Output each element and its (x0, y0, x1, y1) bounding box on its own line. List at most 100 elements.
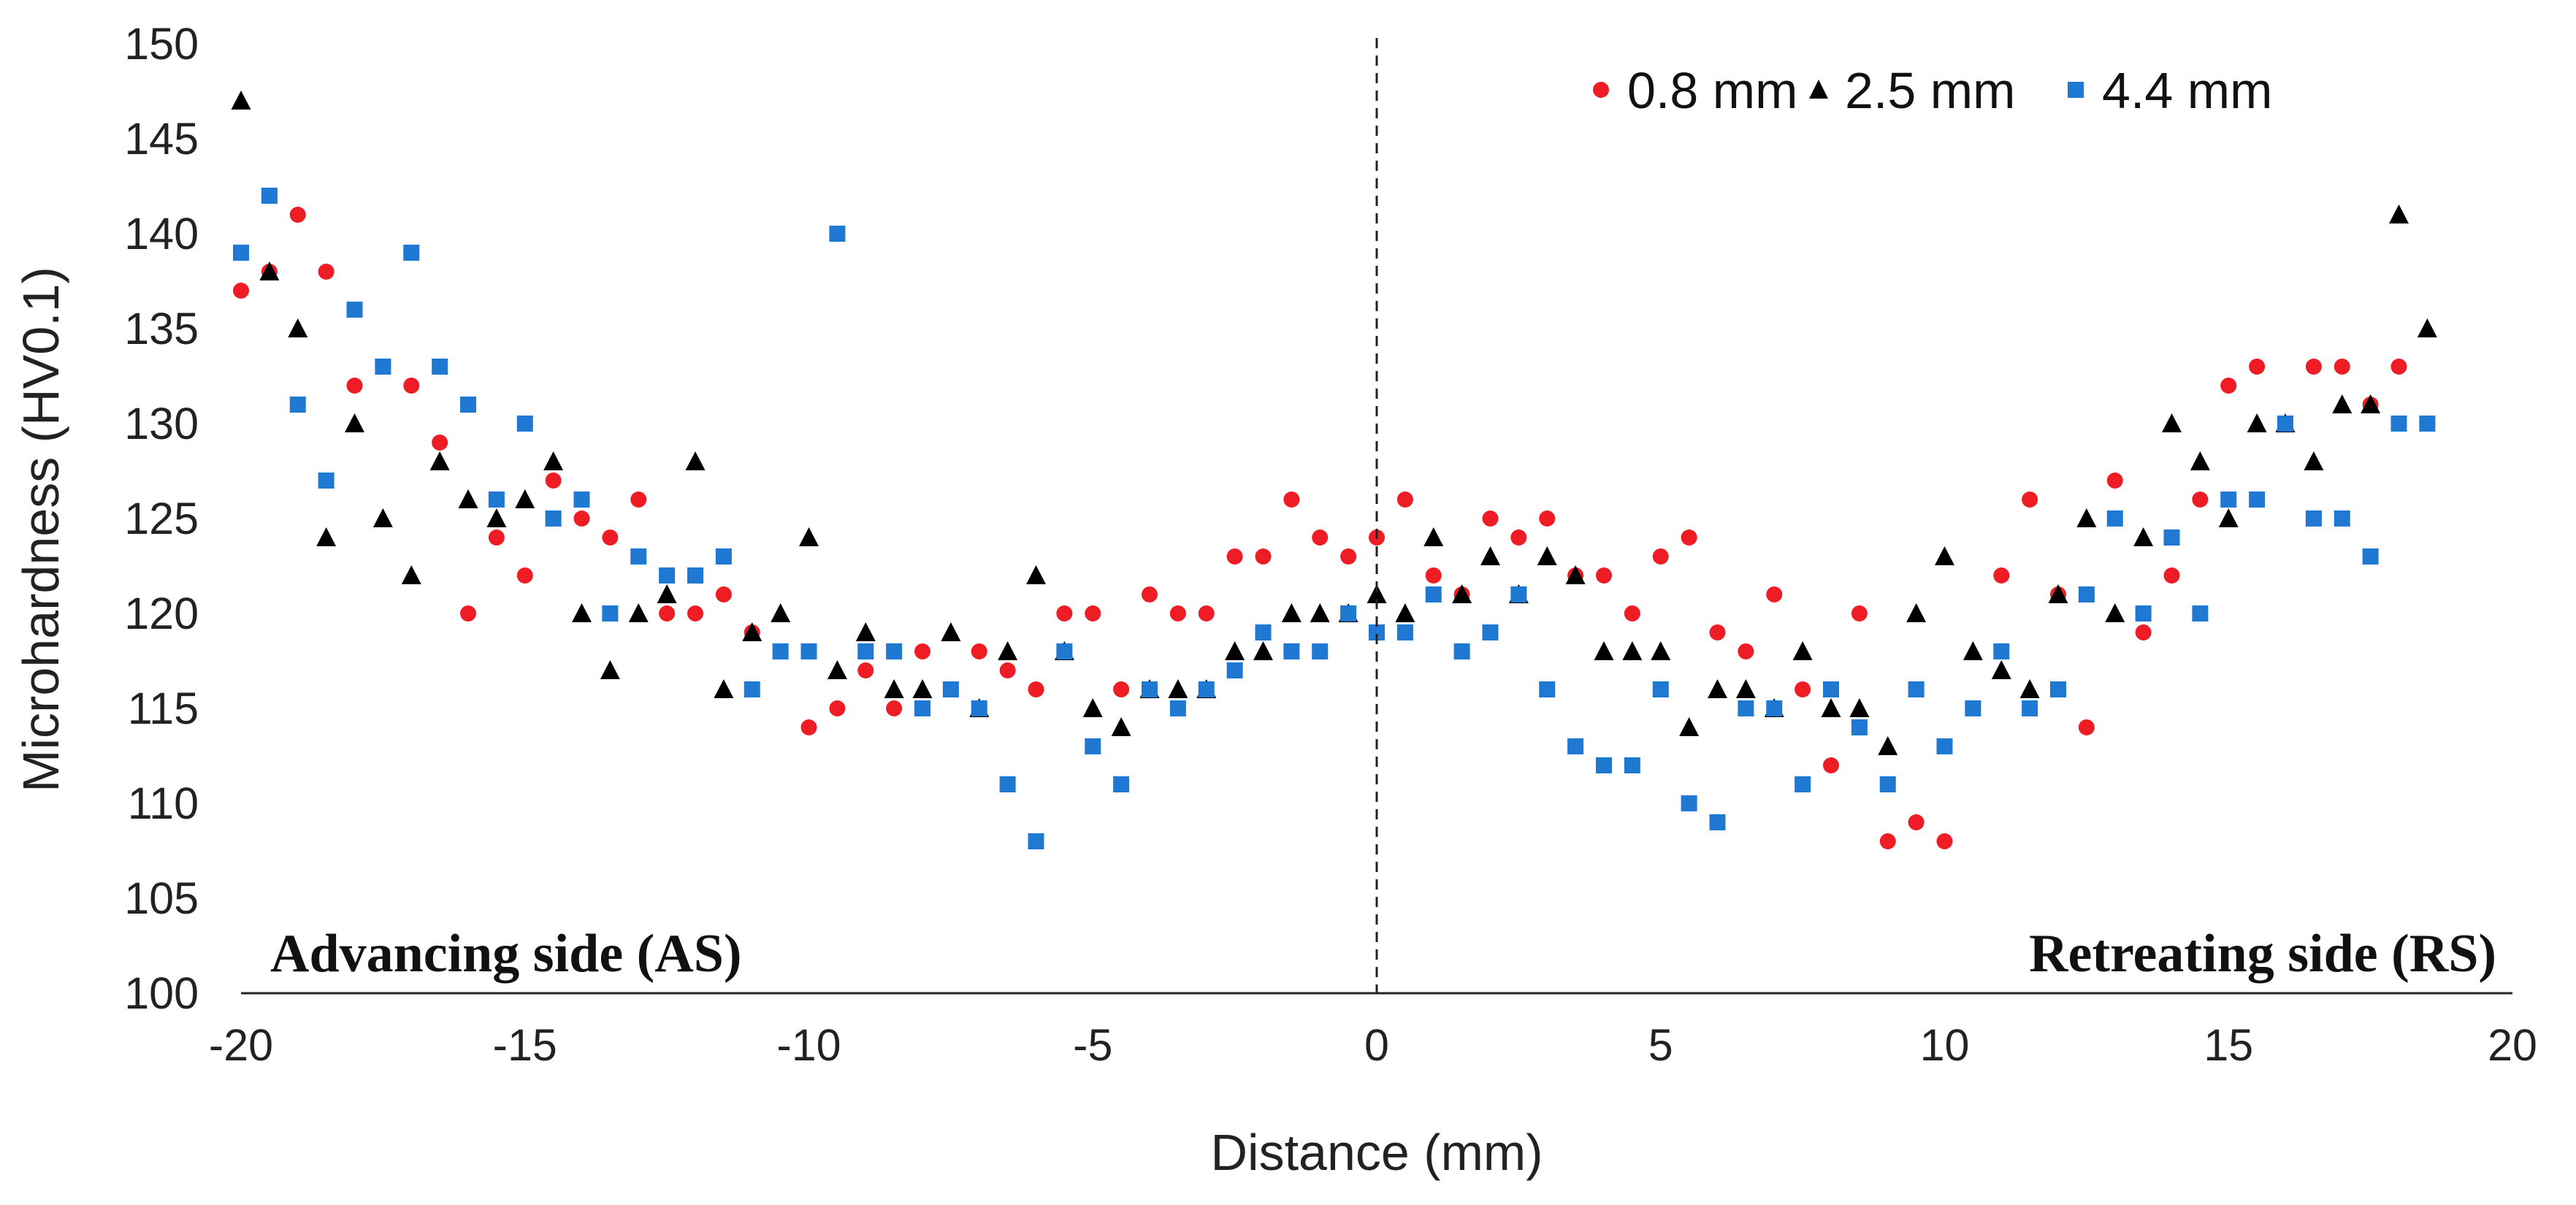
x-tick-label: -5 (1073, 1020, 1112, 1070)
data-point-square (1993, 643, 2010, 659)
data-point-circle (1510, 529, 1527, 546)
data-point-circle (1596, 567, 1612, 584)
data-point-circle (1908, 814, 1925, 830)
data-point-square (744, 681, 760, 697)
data-point-square (2192, 605, 2209, 621)
legend-marker-triangle (1809, 80, 1828, 99)
data-point-square (318, 473, 335, 489)
data-point-circle (346, 378, 363, 394)
data-point-triangle (2019, 679, 2040, 698)
x-tick-label: 10 (1920, 1020, 1970, 1070)
data-point-square (1226, 662, 1243, 678)
data-point-square (1652, 681, 1669, 697)
data-point-circle (488, 529, 505, 546)
data-point-triangle (771, 603, 791, 622)
data-point-square (1425, 586, 1442, 602)
data-point-circle (2334, 359, 2350, 375)
data-point-circle (971, 643, 987, 659)
data-point-triangle (799, 527, 819, 546)
data-point-square (886, 643, 903, 659)
data-point-triangle (2361, 394, 2381, 413)
data-point-triangle (2218, 508, 2239, 527)
data-point-square (914, 700, 930, 716)
data-point-square (2419, 416, 2436, 432)
data-point-circle (460, 605, 476, 621)
data-point-triangle (2048, 584, 2068, 603)
data-point-circle (715, 586, 732, 602)
data-point-triangle (1991, 660, 2011, 679)
y-tick-labels: 100 105 110 115 120 125 130 135 140 145 150 (124, 19, 199, 1018)
data-point-circle (1283, 491, 1300, 508)
data-point-circle (1085, 605, 1101, 621)
data-point-square (1766, 700, 1783, 716)
y-tick-label: 115 (128, 684, 199, 733)
data-point-circle (2078, 719, 2095, 735)
data-point-circle (914, 643, 930, 659)
data-point-square (2362, 548, 2379, 565)
data-point-triangle (600, 660, 620, 679)
data-point-square (1198, 681, 1215, 697)
data-point-square (687, 567, 703, 584)
data-point-circle (1113, 681, 1130, 697)
data-point-triangle (231, 91, 251, 110)
data-point-triangle (1480, 546, 1500, 565)
data-point-triangle (941, 622, 961, 641)
data-point-circle (1255, 548, 1272, 565)
data-point-square (1851, 719, 1868, 735)
data-point-triangle (1310, 603, 1330, 622)
data-point-square (346, 302, 363, 318)
y-tick-label: 145 (124, 114, 199, 164)
data-point-triangle (1395, 603, 1415, 622)
data-point-square (2220, 491, 2237, 508)
data-point-triangle (515, 489, 535, 508)
data-point-circle (2135, 624, 2152, 640)
data-point-square (289, 397, 306, 413)
data-point-circle (1681, 529, 1697, 546)
y-tick-label: 120 (124, 589, 199, 638)
data-point-square (1879, 776, 1896, 792)
y-tick-label: 130 (124, 399, 199, 448)
data-point-triangle (1367, 584, 1387, 603)
data-point-triangle (2247, 413, 2267, 432)
data-point-circle (999, 662, 1016, 678)
data-point-square (2022, 700, 2038, 716)
data-point-square (375, 359, 391, 375)
data-point-circle (857, 662, 874, 678)
data-point-square (1681, 795, 1697, 811)
retreating-side-label: Retreating side (RS) (2029, 924, 2496, 984)
data-point-triangle (884, 679, 904, 698)
data-point-triangle (572, 603, 592, 622)
data-point-square (1709, 814, 1726, 830)
data-point-square (1596, 757, 1612, 773)
data-point-triangle (1281, 603, 1302, 622)
y-tick-label: 100 (124, 968, 199, 1018)
data-point-square (1965, 700, 1981, 716)
data-point-triangle (1962, 641, 1983, 660)
y-tick-label: 140 (124, 209, 199, 259)
data-point-square (488, 491, 505, 508)
x-tick-label: -15 (493, 1020, 557, 1070)
data-point-triangle (486, 508, 507, 527)
data-point-square (1510, 586, 1527, 602)
data-point-circle (1425, 567, 1442, 584)
data-point-circle (1851, 605, 1868, 621)
data-point-square (1539, 681, 1556, 697)
data-point-triangle (429, 451, 450, 470)
y-tick-label: 150 (124, 19, 199, 69)
data-point-triangle (372, 508, 393, 527)
x-tick-label: 15 (2204, 1020, 2253, 1070)
data-point-circle (2022, 491, 2038, 508)
data-point-square (1396, 624, 1413, 640)
data-point-circle (2390, 359, 2407, 375)
data-point-circle (800, 719, 817, 735)
data-point-circle (1709, 624, 1726, 640)
advancing-side-label: Advancing side (AS) (270, 924, 742, 984)
data-point-square (1085, 738, 1101, 754)
data-point-square (1340, 605, 1357, 621)
data-point-circle (1539, 510, 1556, 527)
legend-label-2-5mm: 2.5 mm (1845, 62, 2015, 119)
data-point-triangle (1168, 679, 1188, 698)
data-point-circle (2163, 567, 2180, 584)
data-point-triangle (1082, 698, 1103, 717)
x-tick-labels: -20 -15 -10 -5 0 5 10 15 20 (209, 1020, 2537, 1070)
